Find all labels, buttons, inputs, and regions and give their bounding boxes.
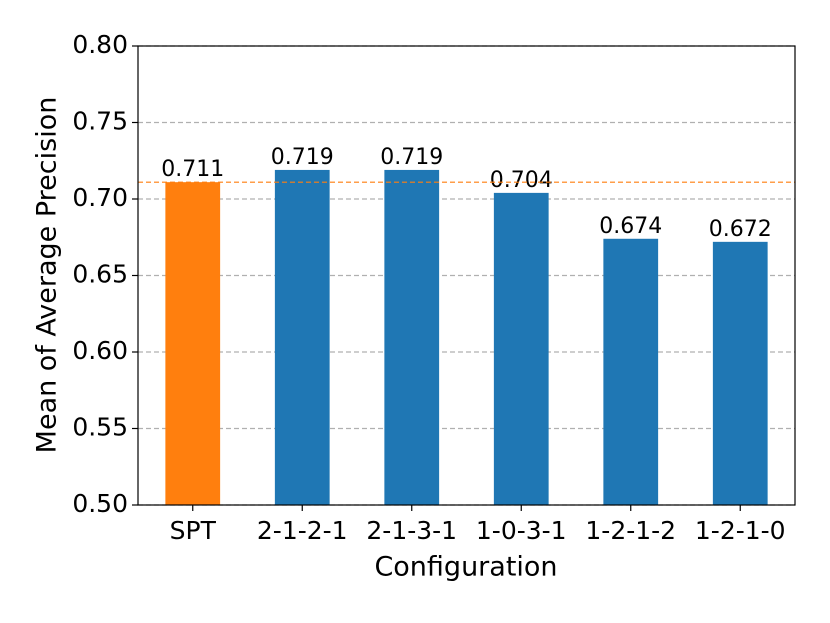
x-axis-label: Configuration: [374, 552, 557, 583]
value-label: 0.719: [380, 145, 443, 170]
y-tick-label: 0.80: [72, 30, 128, 59]
bar: [165, 182, 221, 506]
x-tick-label: 2-1-3-1: [366, 516, 457, 545]
value-label: 0.672: [709, 217, 772, 242]
value-label: 0.711: [161, 157, 224, 182]
x-tick-label: 1-2-1-2: [585, 516, 676, 545]
bar: [712, 241, 768, 505]
bar: [384, 169, 440, 505]
y-tick-label: 0.65: [72, 260, 128, 289]
y-tick-label: 0.55: [72, 413, 128, 442]
x-tick-label: 1-0-3-1: [476, 516, 567, 545]
y-tick-label: 0.60: [72, 336, 128, 365]
x-tick-label: SPT: [170, 516, 217, 545]
value-label: 0.704: [490, 168, 553, 193]
bar: [274, 169, 330, 505]
value-label: 0.674: [599, 214, 662, 239]
plot-frame: [137, 45, 796, 506]
x-tick-label: 1-2-1-0: [695, 516, 786, 545]
y-tick-label: 0.70: [72, 183, 128, 212]
value-label: 0.719: [271, 145, 334, 170]
x-tick-label: 2-1-2-1: [257, 516, 348, 545]
y-axis-label: Mean of Average Precision: [32, 97, 63, 454]
y-tick-label: 0.75: [72, 107, 128, 136]
y-tick-label: 0.50: [72, 489, 128, 518]
bar: [603, 238, 659, 505]
bar: [493, 192, 549, 505]
